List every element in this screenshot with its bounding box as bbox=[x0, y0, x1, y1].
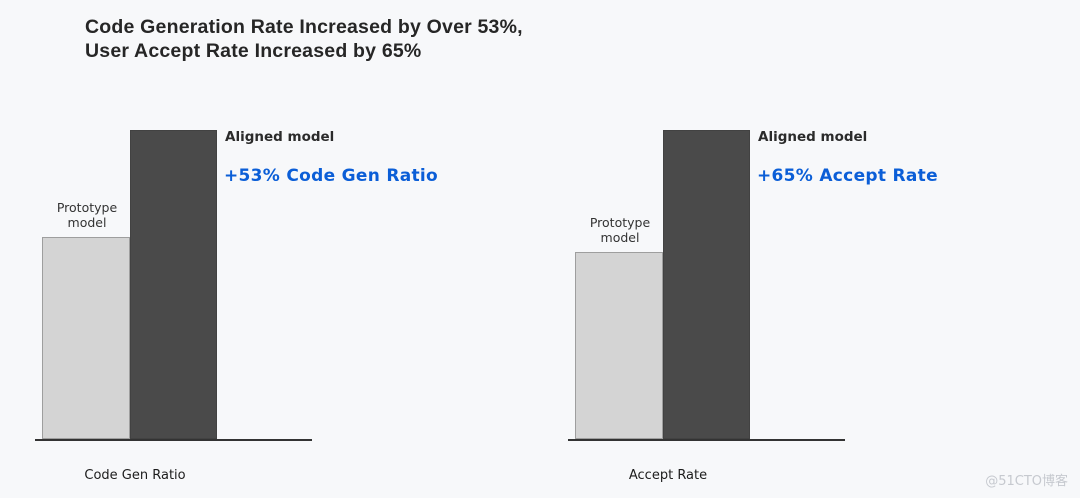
accept-rate-increase-annotation: +65% Accept Rate bbox=[757, 166, 938, 186]
x-axis-line bbox=[35, 439, 312, 441]
code-gen-increase-annotation: +53% Code Gen Ratio bbox=[224, 166, 439, 186]
site-watermark: @51CTO博客 bbox=[985, 474, 1068, 489]
x-axis-label-accept-rate: Accept Rate bbox=[628, 468, 708, 483]
aligned-model-label: Aligned model bbox=[225, 129, 335, 145]
prototype-model-label: Prototype model bbox=[589, 215, 651, 245]
prototype-model-label: Prototype model bbox=[56, 200, 118, 230]
chart-accept-rate: Prototype model Aligned model +65% Accep… bbox=[533, 0, 1080, 498]
aligned-model-label: Aligned model bbox=[758, 129, 868, 145]
figure-title-line1: Code Generation Rate Increased by Over 5… bbox=[85, 16, 523, 38]
x-axis-line bbox=[568, 439, 845, 441]
figure-title-line2: User Accept Rate Increased by 65% bbox=[85, 40, 422, 62]
aligned-model-bar bbox=[130, 130, 217, 439]
prototype-model-bar bbox=[575, 252, 663, 439]
x-axis-label-code-gen-ratio: Code Gen Ratio bbox=[84, 468, 186, 483]
figure-title: Code Generation Rate Increased by Over 5… bbox=[85, 15, 523, 63]
aligned-model-bar bbox=[663, 130, 750, 439]
prototype-model-bar bbox=[42, 237, 130, 439]
chart-code-gen-ratio: Prototype model Aligned model +53% Code … bbox=[35, 129, 439, 483]
